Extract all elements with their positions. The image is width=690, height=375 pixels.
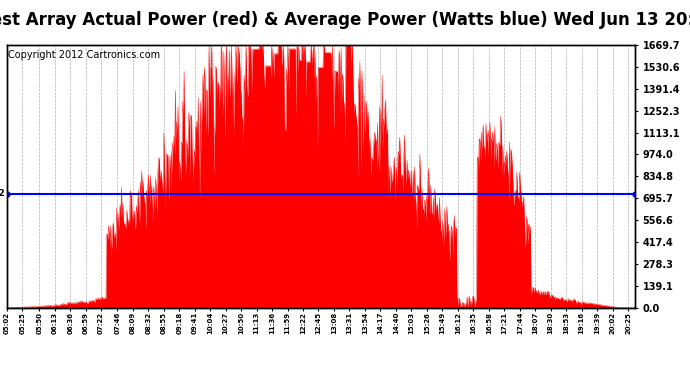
Text: Copyright 2012 Cartronics.com: Copyright 2012 Cartronics.com bbox=[8, 50, 160, 60]
Text: 722.82: 722.82 bbox=[0, 189, 6, 198]
Text: West Array Actual Power (red) & Average Power (Watts blue) Wed Jun 13 20:31: West Array Actual Power (red) & Average … bbox=[0, 11, 690, 29]
